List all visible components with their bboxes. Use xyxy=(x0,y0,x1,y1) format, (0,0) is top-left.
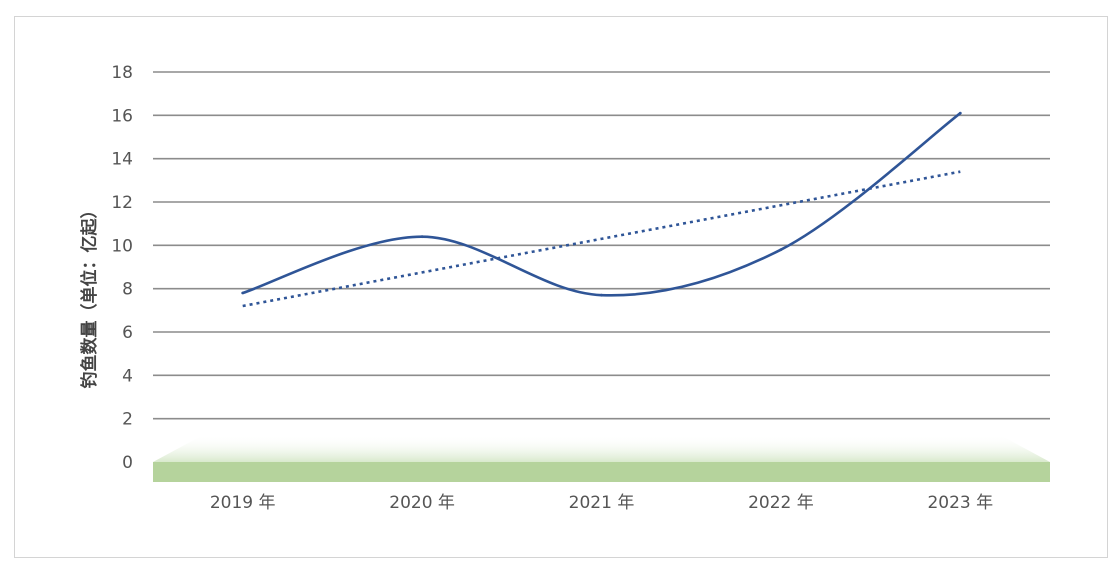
x-tick-label: 2022 年 xyxy=(748,493,814,513)
series-line xyxy=(242,112,962,297)
floor-front xyxy=(153,462,1050,482)
x-axis-ticks: 2019 年 2020 年 2021 年 2022 年 2023 年 xyxy=(210,493,993,513)
data-point xyxy=(958,111,962,115)
data-point xyxy=(241,291,245,295)
y-tick-label: 16 xyxy=(111,106,133,126)
y-tick-label: 14 xyxy=(111,150,133,170)
y-tick-label: 10 xyxy=(111,236,133,256)
y-tick-label: 4 xyxy=(122,366,133,386)
chart-floor xyxy=(153,435,1050,482)
trendline xyxy=(242,170,961,308)
y-tick-label: 18 xyxy=(111,63,133,83)
data-point xyxy=(600,293,603,297)
y-tick-label: 12 xyxy=(111,193,133,213)
data-point xyxy=(420,235,424,239)
x-tick-label: 2021 年 xyxy=(569,493,635,513)
data-point xyxy=(779,248,783,252)
x-tick-label: 2019 年 xyxy=(210,493,276,513)
y-tick-label: 0 xyxy=(122,453,133,473)
floor-top xyxy=(153,435,1050,462)
series-layer xyxy=(241,111,962,308)
x-tick-label: 2023 年 xyxy=(927,493,993,513)
y-tick-label: 2 xyxy=(122,410,133,430)
x-tick-label: 2020 年 xyxy=(389,493,455,513)
y-tick-label: 8 xyxy=(122,280,133,300)
y-axis-ticks: 0 2 4 6 8 10 12 14 16 18 xyxy=(111,63,133,473)
y-tick-label: 6 xyxy=(122,323,133,343)
gridlines xyxy=(153,71,1050,420)
y-axis-title: 钓鱼数量（单位：亿起） xyxy=(79,202,100,389)
